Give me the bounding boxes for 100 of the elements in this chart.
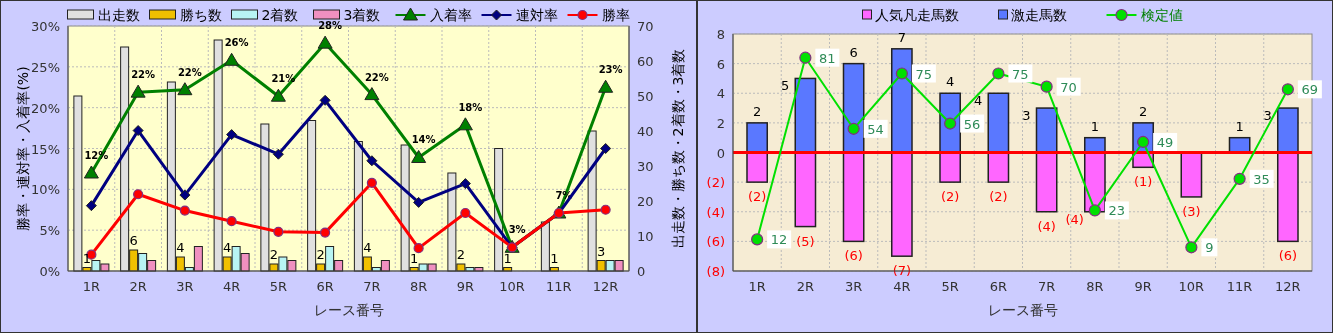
y-tick-label: 0% [39, 264, 60, 279]
point [1088, 204, 1101, 217]
point [411, 149, 427, 163]
point [457, 117, 473, 131]
data-label: 1 [1090, 118, 1100, 134]
x-tick-label: 3R [176, 279, 194, 294]
y-tick-label: 4 [716, 86, 725, 102]
point [895, 67, 908, 80]
y-tick-label: 10% [31, 182, 60, 198]
data-label: (1) [1133, 174, 1153, 190]
data-label: (6) [844, 248, 863, 264]
data-label: 2 [456, 247, 466, 262]
x-tick-label: 5R [941, 279, 959, 294]
point [992, 67, 1005, 80]
legend-label: 検定値 [1140, 7, 1183, 23]
data-label: 1 [1235, 118, 1244, 134]
bar [794, 77, 817, 154]
data-label: (4) [1065, 211, 1084, 227]
data-label: 3 [596, 243, 606, 259]
point [366, 177, 377, 188]
data-label: 4 [222, 240, 232, 255]
legend-label: 2着数 [261, 7, 299, 23]
y-tick-label: 2 [716, 115, 725, 131]
x-tick-label: 8R [409, 279, 428, 294]
point [270, 88, 286, 102]
point [600, 204, 611, 215]
point [132, 125, 144, 137]
point [460, 207, 471, 219]
x-tick-label: 1R [82, 279, 101, 294]
point [319, 94, 331, 106]
x-tick-label: 8R [1086, 279, 1104, 294]
data-label: 23% [598, 64, 623, 76]
x-tick-label: 2R [796, 279, 815, 294]
data-label: 3% [508, 224, 526, 236]
point [413, 196, 425, 208]
x-tick-label: 9R [1134, 279, 1152, 294]
legend-label: 激走馬数 [1010, 7, 1067, 23]
data-label: 75 [1012, 66, 1029, 82]
point [85, 200, 97, 212]
y-tick-label: (4) [706, 204, 725, 220]
data-label: (2) [747, 189, 767, 205]
data-label: 14% [411, 134, 436, 146]
point [177, 82, 193, 96]
point [366, 155, 378, 167]
y2-tick-label: 0 [637, 264, 646, 279]
x-tick-label: 10R [499, 279, 525, 294]
data-label: 4 [176, 240, 185, 255]
point [1281, 83, 1294, 96]
data-label: 9 [1205, 240, 1214, 256]
x-tick-label: 7R [1037, 279, 1056, 294]
y-axis-title: 勝率・連対率・入着率(%) [15, 66, 31, 231]
data-label: (2) [940, 189, 960, 205]
data-label: (4) [1037, 218, 1056, 234]
y-tick-label: (6) [706, 234, 725, 250]
data-label: (2) [989, 189, 1008, 205]
data-label: 22% [131, 69, 156, 81]
x-tick-label: 1R [748, 279, 766, 294]
data-label: 5 [781, 78, 790, 94]
x-tick-label: 10R [1178, 279, 1205, 294]
bar [746, 122, 769, 154]
data-label: 49 [1156, 134, 1174, 150]
bar [842, 151, 865, 243]
point [598, 79, 614, 93]
x-tick-label: 2R [129, 279, 147, 294]
y-tick-label: 8 [716, 27, 725, 42]
y2-tick-label: 70 [637, 19, 654, 34]
data-label: 7 [897, 29, 907, 45]
bar [794, 151, 817, 228]
legend-label: 3着数 [343, 7, 381, 23]
point [944, 117, 957, 130]
point [179, 189, 191, 201]
point [226, 129, 238, 141]
y2-tick-label: 40 [637, 124, 654, 139]
point [133, 189, 144, 200]
x-tick-label: 7R [363, 279, 381, 294]
x-tick-label: 4R [893, 279, 911, 294]
data-label: 4 [974, 93, 983, 109]
point [272, 148, 284, 160]
data-label: 2 [316, 247, 325, 262]
bar [1035, 107, 1058, 154]
point [1185, 241, 1198, 254]
bar [1035, 151, 1058, 213]
point [226, 216, 237, 227]
data-label: 69 [1301, 82, 1319, 98]
x-tick-label: 12R [592, 279, 619, 294]
x-tick-label: 12R [1275, 279, 1301, 294]
point [600, 143, 612, 154]
y2-tick-label: 60 [637, 54, 654, 69]
data-label: 22% [177, 66, 202, 78]
y-tick-label: 20% [31, 100, 60, 116]
y-tick-label: 0 [716, 145, 725, 161]
legend-label: 勝ち数 [179, 7, 222, 23]
data-label: 6 [849, 44, 858, 60]
bar [939, 151, 962, 183]
data-label: 70 [1060, 79, 1077, 95]
x-tick-label: 11R [1226, 279, 1253, 294]
data-label: 1 [503, 250, 512, 266]
y-tick-label: 15% [31, 141, 60, 157]
y-tick-label: 6 [716, 56, 725, 72]
data-label: 18% [458, 101, 483, 113]
